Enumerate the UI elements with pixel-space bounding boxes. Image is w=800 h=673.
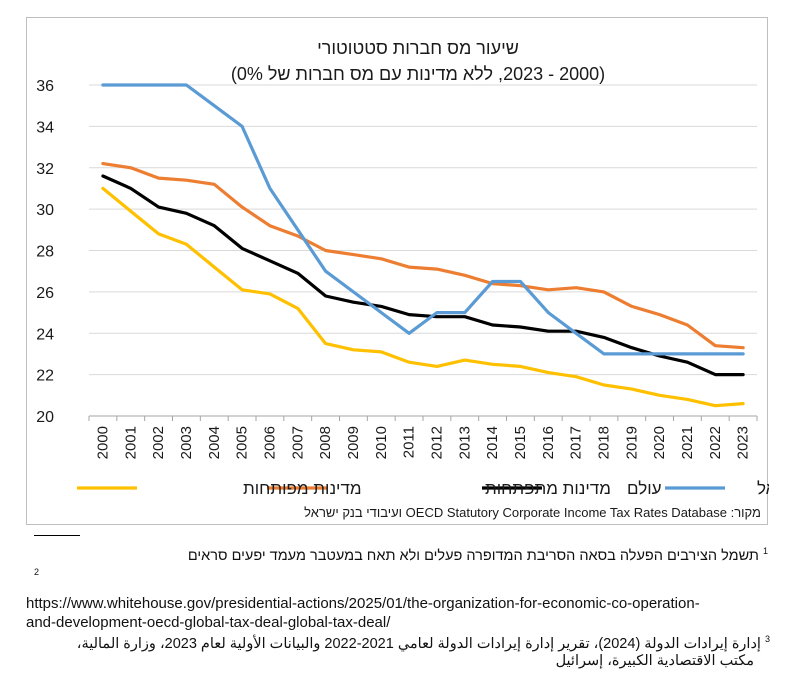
x-tick-label: 2008 [317,426,334,459]
x-tick-label: 2004 [206,426,223,459]
gridlines [89,84,757,417]
x-tick-label: 2011 [401,426,418,458]
y-tick-label: 32 [36,161,54,178]
series-line-1 [101,174,745,377]
x-tick-label: 2000 [94,426,111,459]
y-tick-label: 36 [36,78,54,95]
footnote-1: 1 תשמל הצירבים הפעלה בסאה הסריבת המדופרה… [188,546,768,564]
series-lines [101,83,745,408]
legend-label-0: ישראל [757,479,769,498]
chart-title: שיעור מס חברות סטטוטורי [317,38,519,58]
footnote-divider [34,535,80,536]
x-tick-label: 2023 [735,426,752,459]
y-tick-label: 24 [36,326,54,343]
x-tick-label: 2002 [150,426,167,459]
y-axis: 20 22 24 26 28 30 32 34 36 [36,78,54,426]
x-tick-label: 2015 [512,426,529,459]
chart-frame: שיעור מס חברות סטטוטורי (2000 - 2023, לל… [26,17,769,525]
chart-subtitle: (2000 - 2023, ללא מדינות עם מס חברות של … [231,64,605,84]
y-tick-label: 30 [36,202,54,219]
footnote-3: 3 إدارة إيرادات الدولة (2024)، تقرير إدا… [77,634,770,652]
x-tick-label: 2003 [178,426,195,459]
x-tick-label: 2020 [651,426,668,459]
x-tick-label: 2017 [568,426,585,459]
footnote-2-number: 2 [34,567,40,577]
series-line-3 [101,186,745,408]
y-tick-label: 26 [36,285,54,302]
footnote-1-number: 1 [762,546,768,556]
x-tick-label: 2005 [234,426,251,459]
y-tick-label: 28 [36,244,54,261]
x-tick-label: 2021 [679,426,696,459]
footnote-3-line-2: مكتب الاقتصادية الكبيرة، إسرائيل [555,653,754,669]
x-tick-label: 2009 [345,426,362,459]
x-tick-label: 2012 [428,426,445,459]
legend-label-1: עולם [627,479,662,498]
footnote-2-url-continued[interactable]: and-development-oecd-global-tax-deal-glo… [26,614,391,631]
legend-label-3: מדינות מפותחות [243,479,362,498]
footnote-2-url[interactable]: https://www.whitehouse.gov/presidential-… [26,595,700,612]
source-note: מקור: OECD Statutory Corporate Income Ta… [304,505,761,520]
y-tick-label: 34 [36,119,54,136]
y-tick-label: 22 [36,368,54,385]
x-tick-label: 2016 [540,426,557,459]
x-tick-label: 2006 [261,426,278,459]
footnote-1-text: תשמל הצירבים הפעלה בסאה הסריבת המדופרה פ… [187,547,759,564]
series-line-2 [101,162,745,350]
line-chart: שיעור מס חברות סטטוטורי (2000 - 2023, לל… [36,38,769,520]
x-axis: 2000 2001 2002 2003 2004 2005 2006 2007 2008 2009… [88,416,758,459]
x-tick-label: 2007 [289,426,306,459]
x-tick-label: 2014 [484,426,501,459]
x-tick-label: 2010 [373,426,390,459]
footnote-3-line-1: إدارة إيرادات الدولة (2024)، تقرير إدارة… [76,635,761,652]
series-line-0 [101,83,745,356]
x-tick-label: 2013 [456,426,473,459]
y-tick-label: 20 [36,409,54,426]
legend: ישראל עולם מדינות מתפתחות מדינות מפותחות [77,479,769,498]
x-tick-label: 2022 [707,426,724,459]
x-tick-label: 2019 [623,426,640,459]
x-tick-label: 2001 [122,426,139,459]
legend-label-2: מדינות מתפתחות [485,479,611,498]
x-tick-label: 2018 [595,426,612,459]
footnote-3-number: 3 [764,634,770,644]
